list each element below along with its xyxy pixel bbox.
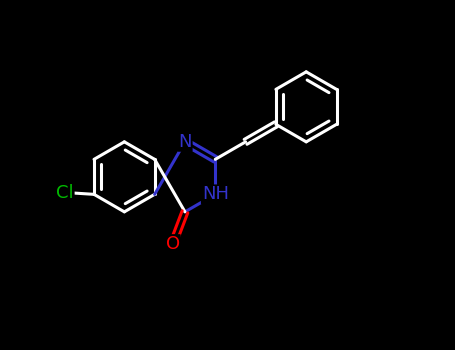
Text: Cl: Cl — [56, 184, 74, 202]
Text: NH: NH — [202, 186, 229, 203]
Text: O: O — [166, 235, 180, 253]
Text: N: N — [178, 133, 192, 151]
